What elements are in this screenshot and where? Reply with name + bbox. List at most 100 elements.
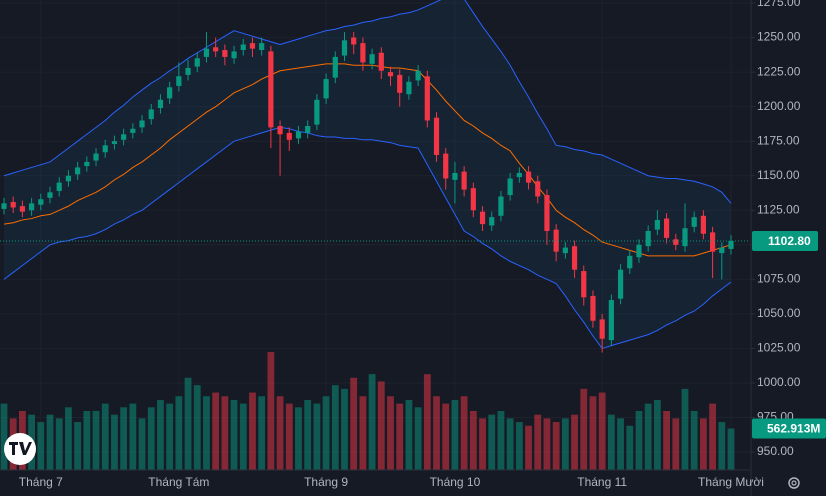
volume-bar: [681, 388, 689, 470]
volume-bar: [543, 418, 551, 470]
volume-bar: [561, 418, 569, 470]
gear-center[interactable]: [791, 480, 797, 486]
volume-bar: [46, 414, 54, 470]
volume-bar: [74, 422, 82, 470]
candle-body: [38, 199, 44, 205]
volume-bar: [55, 418, 63, 470]
candle-body: [443, 153, 449, 179]
logo-circle: [4, 433, 36, 465]
volume-bar: [157, 399, 164, 470]
candle-body: [397, 74, 403, 93]
volume-bar: [534, 414, 542, 470]
volume-bar: [617, 418, 624, 470]
volume-bar: [285, 403, 293, 470]
volume-bar: [387, 396, 394, 470]
tv-logo: [4, 433, 36, 465]
volume-bar: [607, 414, 615, 470]
candle-body: [535, 181, 541, 197]
candle-body: [728, 240, 734, 249]
candle-body: [525, 171, 532, 183]
candle-body: [102, 145, 108, 153]
y-tick-label: 1275.00: [757, 0, 801, 9]
band-fill: [4, 0, 731, 349]
volume-bar: [92, 411, 100, 470]
volume-bar: [488, 414, 496, 470]
candle-body: [93, 153, 99, 161]
volume-bar: [193, 385, 201, 470]
volume-bar: [120, 407, 128, 470]
volume-bar: [147, 407, 155, 470]
candle-body: [295, 131, 302, 139]
candle-body: [608, 300, 614, 341]
candle-body: [489, 217, 495, 226]
volume-bar: [506, 418, 514, 470]
volume-bar: [129, 403, 137, 470]
volume-bar: [341, 388, 348, 470]
candle-body: [259, 43, 265, 51]
y-tick-label: 1175.00: [757, 133, 800, 147]
volume-bar: [184, 377, 192, 470]
volume-bar: [460, 396, 468, 470]
candle-body: [19, 206, 26, 212]
candle-body: [378, 52, 384, 71]
logo-mark: [9, 442, 32, 455]
volume-bar: [295, 407, 302, 470]
candle-body: [351, 37, 357, 45]
volume-bar: [111, 414, 118, 470]
settings-icon[interactable]: [788, 477, 800, 489]
candle-body: [452, 172, 458, 180]
volume-bar: [350, 377, 358, 470]
candle-body: [231, 51, 237, 59]
volume-bar: [304, 399, 312, 470]
volume-bar: [580, 388, 588, 470]
candle-body: [369, 54, 375, 64]
candle-body: [479, 211, 486, 225]
x-tick-label: Tháng 11: [577, 475, 627, 489]
y-tick-label: 1075.00: [757, 272, 801, 286]
volume-bar: [101, 403, 109, 470]
candle-body: [75, 167, 81, 175]
candle-body: [240, 44, 246, 51]
volume-bar: [699, 418, 707, 470]
candle-body: [29, 203, 35, 211]
candle-body: [249, 43, 256, 49]
volume-bar: [718, 422, 726, 470]
candle-body: [360, 43, 366, 63]
candle-body: [470, 188, 476, 211]
candle-body: [507, 178, 513, 196]
candle-body: [387, 72, 394, 77]
gear[interactable]: [788, 477, 800, 489]
candle-body: [544, 195, 550, 231]
candle-body: [305, 125, 311, 133]
volume-bar: [377, 381, 385, 470]
volume-bar: [258, 396, 266, 470]
volume-bar: [83, 411, 91, 470]
volume-bar: [368, 374, 376, 470]
y-tick-label: 1200.00: [757, 99, 801, 113]
volume-bar: [626, 425, 634, 470]
last-price-box: [752, 230, 818, 251]
candle-body: [213, 47, 219, 52]
volume-bar: [571, 414, 578, 470]
candle-body: [314, 99, 320, 125]
x-tick-label: Tháng 10: [430, 475, 481, 489]
candle-body: [286, 132, 292, 140]
volume-bar: [469, 411, 477, 470]
volume-bar: [709, 403, 716, 470]
candle-body: [341, 40, 348, 56]
volume-bar: [497, 411, 505, 470]
candle-body: [663, 218, 670, 238]
volume-bar: [212, 392, 220, 470]
y-tick-label: 1225.00: [757, 64, 801, 78]
volume-bar: [322, 396, 330, 470]
candle-body: [415, 70, 421, 81]
candle-body: [553, 229, 559, 252]
volume-bar: [635, 411, 643, 470]
candle-body: [10, 201, 16, 208]
x-tick-label: Tháng Mười: [698, 475, 764, 489]
candle-body: [433, 117, 440, 156]
candle-body: [406, 81, 412, 95]
candle-body: [636, 244, 642, 258]
candle-body: [176, 76, 182, 86]
